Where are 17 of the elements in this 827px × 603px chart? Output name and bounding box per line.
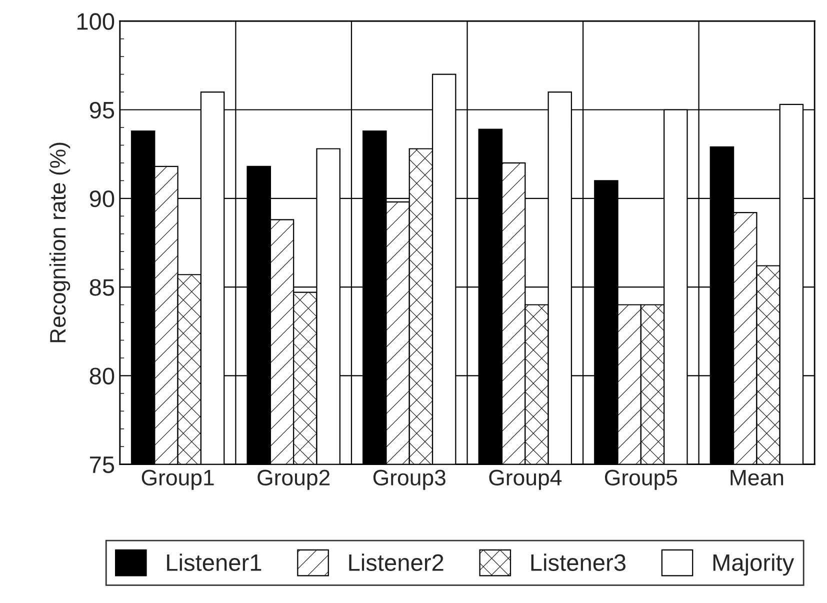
y-tick-label: 95 — [90, 102, 114, 119]
y-axis-title: Recognition rate (%) — [49, 142, 70, 342]
legend-label: Listener1 — [167, 554, 262, 571]
legend-label: Listener2 — [349, 554, 444, 571]
y-tick-label: 75 — [90, 456, 114, 474]
x-tick-label: Group3 — [373, 470, 446, 490]
legend-label: Majority — [713, 554, 794, 576]
y-tick-label: 80 — [90, 368, 114, 384]
x-tick-label: Group2 — [258, 470, 330, 490]
legend-label: Listener3 — [531, 554, 626, 571]
y-tick-label: 85 — [90, 279, 114, 296]
x-tick-label: Group5 — [604, 470, 678, 490]
x-tick-label: Group1 — [142, 470, 214, 490]
y-tick-label: 90 — [90, 190, 114, 208]
x-tick-label: Group4 — [489, 470, 562, 490]
x-tick-label: Mean — [730, 470, 784, 486]
y-tick-label: 100 — [77, 13, 114, 30]
